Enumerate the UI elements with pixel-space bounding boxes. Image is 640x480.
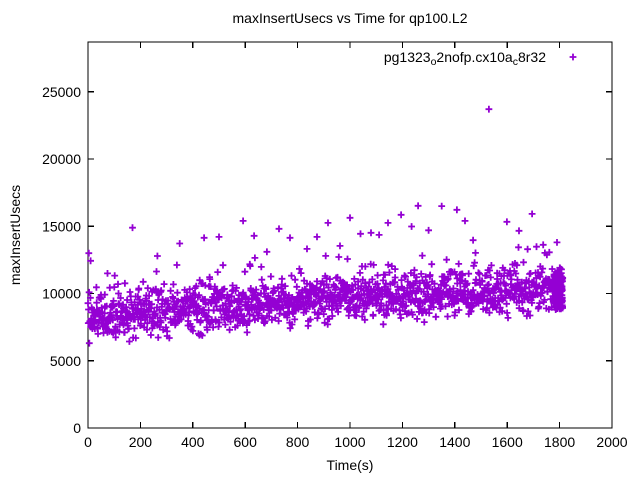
x-tick-label: 2000 bbox=[596, 434, 627, 450]
series-points bbox=[84, 105, 567, 347]
legend-label: pg1323o2nofp.cx10ac8r32 bbox=[384, 49, 546, 68]
x-tick-label: 0 bbox=[84, 434, 92, 450]
chart-title: maxInsertUsecs vs Time for qp100.L2 bbox=[233, 10, 468, 26]
plot-frame-and-ticks: 0 200 400 600 800 1000 1200 1400 1600 1800 2000050… bbox=[42, 41, 628, 450]
x-tick-label: 1000 bbox=[334, 434, 365, 450]
x-tick-label: 800 bbox=[286, 434, 310, 450]
x-tick-label: 400 bbox=[181, 434, 205, 450]
x-tick-label: 1400 bbox=[439, 434, 470, 450]
y-tick-label: 20000 bbox=[42, 151, 81, 167]
legend-label-part: pg1323 bbox=[384, 49, 431, 65]
y-tick-label: 25000 bbox=[42, 84, 81, 100]
scatter-points-layer bbox=[84, 105, 567, 347]
x-tick-label: 200 bbox=[129, 434, 153, 450]
legend-plus-marker-icon bbox=[569, 53, 577, 61]
legend: pg1323o2nofp.cx10ac8r32 bbox=[384, 49, 577, 68]
x-tick-label: 1600 bbox=[492, 434, 523, 450]
y-axis-label: maxInsertUsecs bbox=[7, 185, 23, 285]
plot-border bbox=[87, 41, 613, 429]
x-tick-label: 1200 bbox=[387, 434, 418, 450]
legend-label-part: 2nofp.cx10a bbox=[436, 49, 512, 65]
y-tick-label: 10000 bbox=[42, 286, 81, 302]
x-axis-label: Time(s) bbox=[327, 457, 374, 473]
x-tick-label: 1800 bbox=[544, 434, 575, 450]
x-tick-label: 600 bbox=[234, 434, 258, 450]
legend-label-subscript: o bbox=[431, 56, 437, 68]
y-tick-label: 5000 bbox=[50, 353, 81, 369]
y-tick-label: 15000 bbox=[42, 218, 81, 234]
legend-label-part: 8r32 bbox=[518, 49, 546, 65]
legend-label-subscript: c bbox=[513, 56, 518, 68]
y-tick-label: 0 bbox=[73, 420, 81, 436]
